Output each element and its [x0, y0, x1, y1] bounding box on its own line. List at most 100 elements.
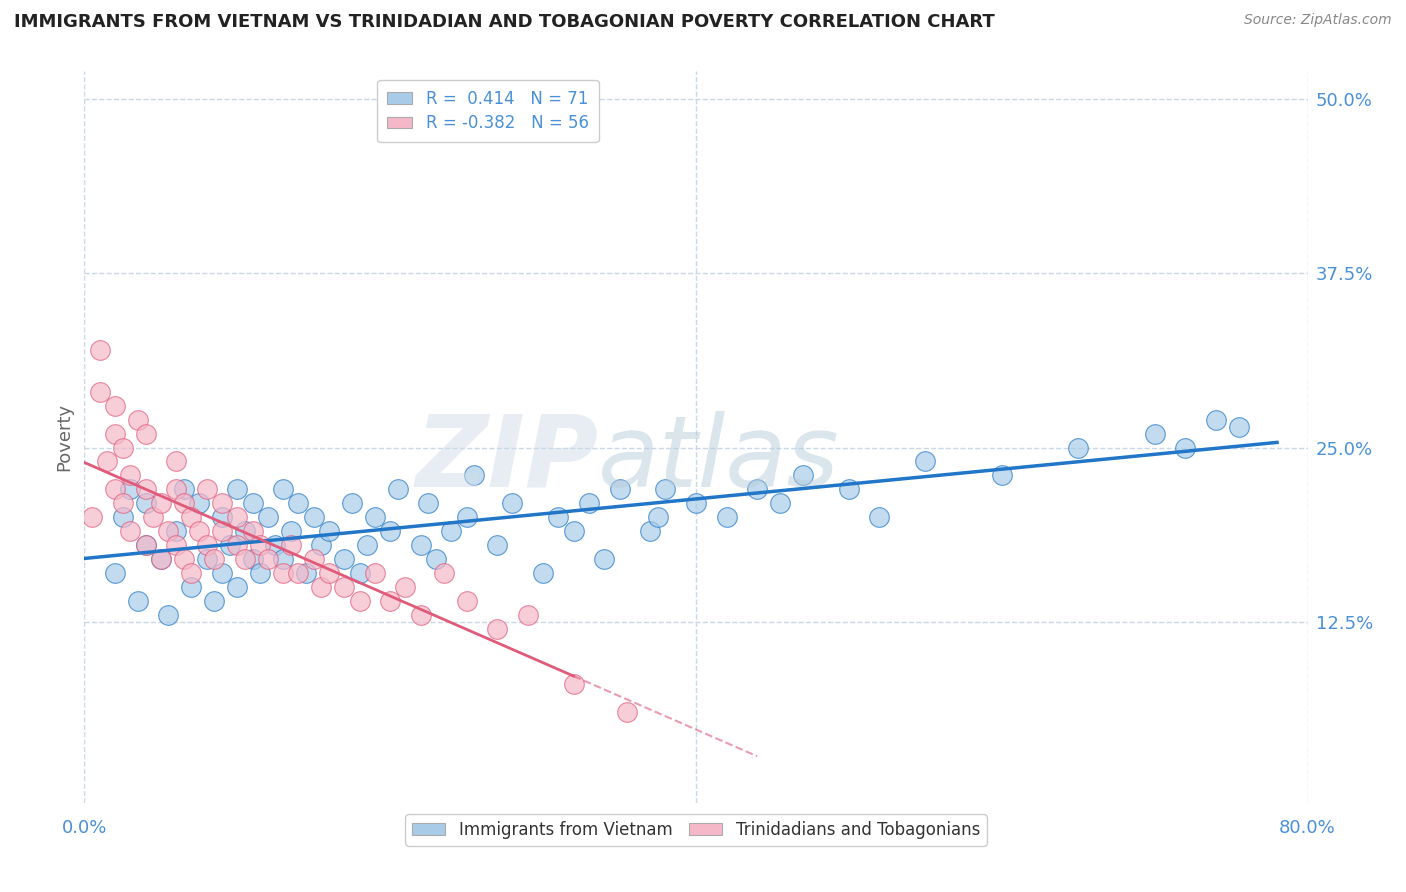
Point	[211, 510, 233, 524]
Point	[287, 496, 309, 510]
Point	[609, 483, 631, 497]
Point	[578, 496, 600, 510]
Point	[769, 496, 792, 510]
Point	[233, 524, 256, 538]
Point	[409, 607, 432, 622]
Point	[120, 468, 142, 483]
Point	[333, 552, 356, 566]
Point	[257, 510, 280, 524]
Point	[149, 496, 172, 510]
Text: 80.0%: 80.0%	[1279, 820, 1336, 838]
Point	[226, 483, 249, 497]
Point	[387, 483, 409, 497]
Point	[1174, 441, 1197, 455]
Point	[180, 566, 202, 580]
Point	[318, 524, 340, 538]
Point	[173, 483, 195, 497]
Point	[271, 552, 294, 566]
Point	[747, 483, 769, 497]
Point	[111, 496, 134, 510]
Point	[142, 510, 165, 524]
Point	[202, 594, 225, 608]
Point	[380, 524, 402, 538]
Text: IMMIGRANTS FROM VIETNAM VS TRINIDADIAN AND TOBAGONIAN POVERTY CORRELATION CHART: IMMIGRANTS FROM VIETNAM VS TRINIDADIAN A…	[14, 13, 995, 31]
Point	[531, 566, 554, 580]
Point	[593, 552, 616, 566]
Point	[440, 524, 463, 538]
Point	[716, 510, 738, 524]
Point	[104, 426, 127, 441]
Point	[157, 524, 180, 538]
Point	[218, 538, 240, 552]
Point	[249, 566, 271, 580]
Point	[89, 343, 111, 357]
Point	[486, 538, 509, 552]
Point	[302, 510, 325, 524]
Point	[356, 538, 378, 552]
Point	[173, 552, 195, 566]
Point	[349, 566, 371, 580]
Legend: Immigrants from Vietnam, Trinidadians and Tobagonians: Immigrants from Vietnam, Trinidadians an…	[405, 814, 987, 846]
Point	[264, 538, 287, 552]
Point	[226, 580, 249, 594]
Point	[280, 538, 302, 552]
Point	[486, 622, 509, 636]
Point	[869, 510, 891, 524]
Point	[135, 496, 157, 510]
Point	[242, 496, 264, 510]
Point	[1227, 419, 1250, 434]
Point	[202, 552, 225, 566]
Point	[547, 510, 569, 524]
Point	[165, 454, 187, 468]
Point	[364, 566, 387, 580]
Point	[838, 483, 860, 497]
Point	[165, 538, 187, 552]
Point	[302, 552, 325, 566]
Point	[380, 594, 402, 608]
Point	[647, 510, 669, 524]
Point	[242, 552, 264, 566]
Text: ZIP: ZIP	[415, 410, 598, 508]
Point	[257, 552, 280, 566]
Point	[211, 496, 233, 510]
Point	[562, 677, 585, 691]
Point	[104, 483, 127, 497]
Point	[271, 483, 294, 497]
Point	[89, 384, 111, 399]
Point	[685, 496, 707, 510]
Point	[242, 524, 264, 538]
Point	[1143, 426, 1166, 441]
Point	[135, 538, 157, 552]
Point	[792, 468, 814, 483]
Point	[211, 566, 233, 580]
Point	[991, 468, 1014, 483]
Point	[195, 538, 218, 552]
Point	[127, 594, 149, 608]
Point	[456, 510, 478, 524]
Point	[104, 399, 127, 413]
Point	[173, 496, 195, 510]
Point	[111, 441, 134, 455]
Point	[135, 483, 157, 497]
Point	[340, 496, 363, 510]
Point	[516, 607, 538, 622]
Point	[188, 496, 211, 510]
Point	[149, 552, 172, 566]
Point	[914, 454, 936, 468]
Point	[311, 580, 333, 594]
Text: Source: ZipAtlas.com: Source: ZipAtlas.com	[1244, 13, 1392, 28]
Point	[318, 566, 340, 580]
Point	[425, 552, 447, 566]
Text: atlas: atlas	[598, 410, 839, 508]
Point	[96, 454, 118, 468]
Point	[233, 552, 256, 566]
Point	[120, 483, 142, 497]
Point	[271, 566, 294, 580]
Point	[195, 552, 218, 566]
Point	[295, 566, 318, 580]
Point	[463, 468, 485, 483]
Point	[188, 524, 211, 538]
Point	[104, 566, 127, 580]
Point	[135, 426, 157, 441]
Point	[249, 538, 271, 552]
